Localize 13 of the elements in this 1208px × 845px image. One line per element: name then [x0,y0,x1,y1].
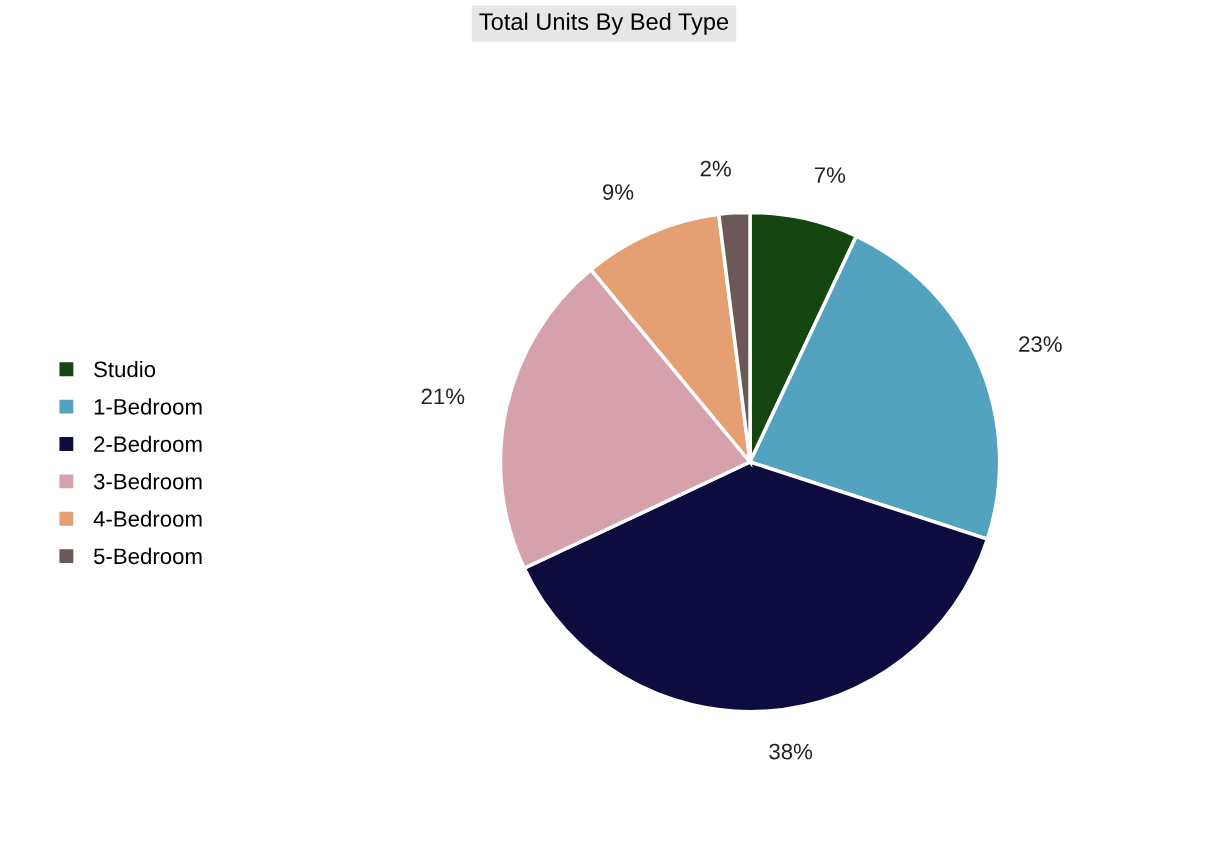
legend-label: 3-Bedroom [93,473,202,490]
data-label: 2% [700,160,731,177]
legend-label: Studio [94,360,156,378]
data-label: 38% [769,743,813,760]
legend-label: 4-Bedroom [93,510,202,527]
data-label: 21% [421,388,465,405]
legend-label: 2-Bedroom [94,435,202,453]
legend-label: 5-Bedroom [93,547,202,565]
chart-title: Total Units By Bed Type [479,12,729,35]
data-label: 9% [602,184,634,200]
legend-label: 1-Bedroom [94,398,202,415]
data-label: 23% [1019,336,1062,352]
data-label: 7% [814,167,846,183]
